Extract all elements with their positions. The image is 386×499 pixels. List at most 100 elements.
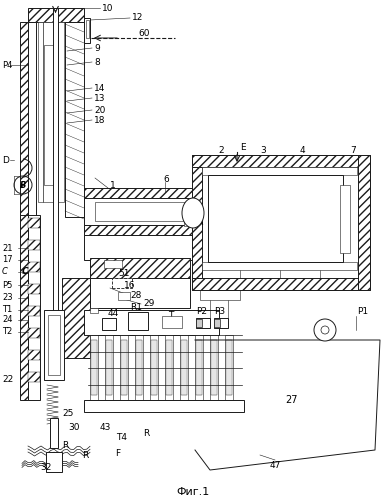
Text: T1: T1 bbox=[2, 305, 12, 314]
Bar bbox=[181, 340, 187, 395]
Text: P4: P4 bbox=[2, 60, 12, 69]
Text: A: A bbox=[197, 218, 203, 227]
Text: 20: 20 bbox=[94, 105, 105, 114]
Bar bbox=[62, 278, 90, 358]
Bar bbox=[28, 262, 40, 272]
Text: 3: 3 bbox=[260, 146, 266, 155]
Bar bbox=[84, 235, 192, 260]
Text: 29: 29 bbox=[143, 299, 154, 308]
Text: E: E bbox=[240, 143, 245, 152]
Bar bbox=[208, 175, 343, 262]
Bar bbox=[43, 22, 57, 202]
Bar bbox=[48, 315, 60, 375]
Bar bbox=[46, 452, 62, 472]
Bar bbox=[192, 167, 202, 278]
Ellipse shape bbox=[182, 198, 204, 228]
Bar bbox=[165, 335, 173, 400]
Bar bbox=[196, 319, 202, 327]
Bar bbox=[211, 340, 217, 395]
Bar bbox=[53, 8, 58, 368]
Bar bbox=[120, 335, 128, 400]
Bar bbox=[90, 308, 98, 313]
Text: P1: P1 bbox=[357, 307, 368, 316]
Text: 27: 27 bbox=[285, 395, 298, 405]
Bar bbox=[225, 335, 233, 400]
Text: 47: 47 bbox=[270, 461, 281, 470]
Text: 16: 16 bbox=[124, 281, 135, 290]
Bar bbox=[135, 335, 143, 400]
Text: 24: 24 bbox=[2, 315, 12, 324]
Text: 30: 30 bbox=[68, 424, 80, 433]
Bar bbox=[184, 208, 196, 226]
Circle shape bbox=[314, 319, 336, 341]
Text: 28: 28 bbox=[130, 290, 141, 299]
Polygon shape bbox=[195, 340, 380, 470]
Bar bbox=[28, 240, 40, 250]
Bar bbox=[214, 319, 220, 327]
Text: 23: 23 bbox=[2, 293, 13, 302]
Bar bbox=[28, 215, 40, 400]
Text: P3: P3 bbox=[214, 307, 225, 316]
Bar bbox=[200, 290, 240, 300]
Bar bbox=[84, 198, 192, 225]
Text: 44: 44 bbox=[108, 308, 119, 317]
Text: 2: 2 bbox=[218, 146, 223, 155]
Bar bbox=[28, 328, 40, 338]
Text: 9: 9 bbox=[94, 43, 100, 52]
Text: B: B bbox=[20, 181, 26, 190]
Text: D: D bbox=[2, 156, 9, 165]
Text: 12: 12 bbox=[132, 12, 143, 21]
Text: C: C bbox=[22, 267, 29, 276]
Bar bbox=[28, 350, 40, 360]
Text: 43: 43 bbox=[100, 424, 112, 433]
Bar bbox=[84, 188, 192, 198]
Bar bbox=[91, 340, 97, 395]
Bar bbox=[86, 20, 89, 38]
Circle shape bbox=[321, 326, 329, 334]
Bar bbox=[195, 335, 203, 400]
Bar bbox=[196, 318, 210, 328]
Text: 8: 8 bbox=[94, 57, 100, 66]
Bar bbox=[196, 340, 202, 395]
Text: C: C bbox=[2, 267, 8, 276]
Bar bbox=[121, 340, 127, 395]
Text: T: T bbox=[168, 310, 173, 319]
Text: T4: T4 bbox=[116, 434, 127, 443]
Bar bbox=[105, 335, 113, 400]
Text: 7: 7 bbox=[350, 146, 356, 155]
Bar bbox=[84, 225, 192, 235]
Bar bbox=[28, 284, 40, 294]
Bar bbox=[104, 260, 122, 268]
Bar bbox=[28, 8, 84, 22]
Bar bbox=[151, 340, 157, 395]
Bar bbox=[102, 318, 116, 330]
Bar bbox=[136, 340, 142, 395]
Bar bbox=[192, 155, 370, 290]
Bar bbox=[95, 202, 190, 221]
Bar bbox=[202, 167, 357, 175]
Bar bbox=[166, 340, 172, 395]
Bar bbox=[150, 335, 158, 400]
Bar bbox=[162, 316, 182, 328]
Bar bbox=[90, 258, 190, 278]
Text: 32: 32 bbox=[40, 464, 51, 473]
Text: R: R bbox=[62, 441, 68, 450]
Bar bbox=[28, 218, 40, 228]
Bar bbox=[28, 22, 36, 217]
Bar bbox=[20, 22, 28, 217]
Bar bbox=[106, 340, 112, 395]
Text: 4: 4 bbox=[300, 146, 306, 155]
Text: 17: 17 bbox=[2, 255, 13, 264]
Text: R: R bbox=[143, 429, 149, 438]
Text: 22: 22 bbox=[2, 376, 13, 385]
Text: 13: 13 bbox=[94, 93, 105, 102]
Text: Фиг.1: Фиг.1 bbox=[176, 487, 210, 497]
Bar bbox=[84, 400, 244, 412]
Bar bbox=[20, 215, 28, 400]
Text: 6: 6 bbox=[163, 175, 169, 184]
Bar bbox=[44, 310, 64, 380]
Bar bbox=[84, 310, 219, 335]
Text: 1: 1 bbox=[110, 181, 116, 190]
Text: 21: 21 bbox=[2, 244, 12, 252]
Bar bbox=[340, 185, 350, 253]
